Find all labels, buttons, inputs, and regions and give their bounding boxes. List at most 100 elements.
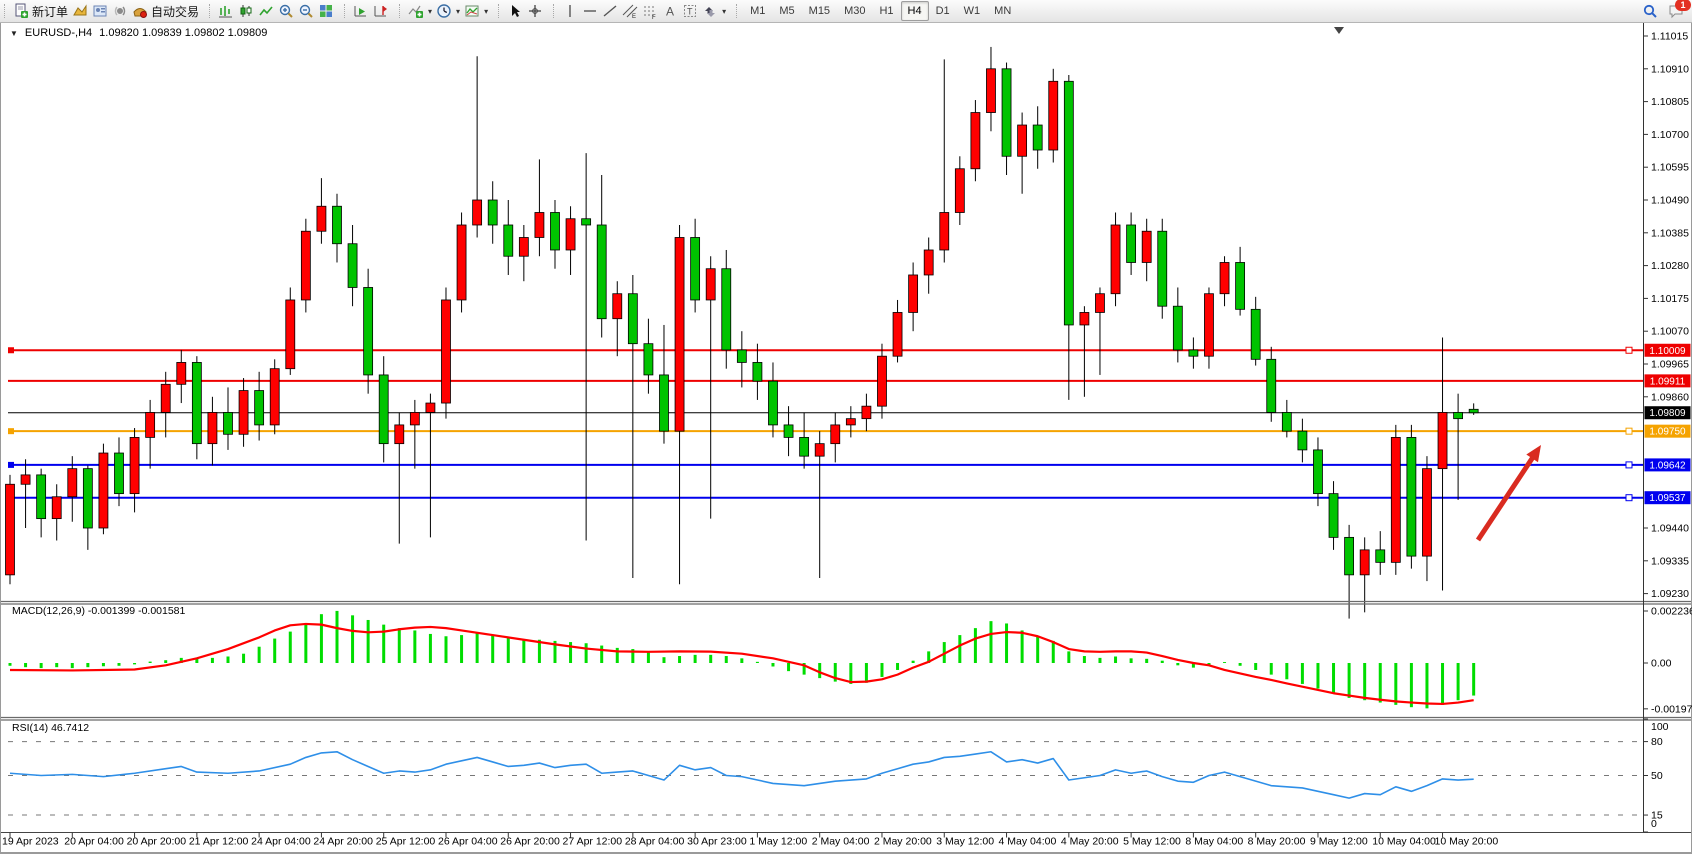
price-axis-tick: 1.09965 xyxy=(1651,358,1689,370)
rsi-axis-tick: 0 xyxy=(1651,818,1657,830)
time-axis-label: 9 May 12:00 xyxy=(1310,836,1368,848)
notifications-button[interactable]: 1 xyxy=(1668,0,1691,19)
price-axis-tick: 1.10385 xyxy=(1651,227,1689,239)
candle xyxy=(939,212,950,251)
svg-text:A: A xyxy=(666,5,674,19)
candle xyxy=(456,224,467,301)
rsi-axis-tick: 50 xyxy=(1651,770,1663,782)
candle xyxy=(736,349,747,363)
candle xyxy=(487,199,498,226)
candle xyxy=(1328,493,1339,538)
candle xyxy=(114,452,124,495)
candle xyxy=(1250,308,1261,360)
rsi-label: RSI(14) 46.7412 xyxy=(12,722,89,734)
hline-drag-handle[interactable] xyxy=(1625,461,1633,469)
timeframe-m15-button[interactable]: M15 xyxy=(808,5,831,17)
line-chart-button[interactable] xyxy=(256,1,276,21)
dropdown-caret-icon[interactable]: ▾ xyxy=(722,6,727,16)
cursor-button[interactable] xyxy=(505,1,525,21)
tile-windows-button[interactable] xyxy=(316,1,336,21)
candle xyxy=(332,205,342,245)
search-icon[interactable] xyxy=(1642,3,1658,19)
candle xyxy=(1063,80,1074,326)
bar-chart-button[interactable] xyxy=(216,1,236,21)
annotation-arrow[interactable] xyxy=(1475,453,1537,542)
timeframe-d1-button[interactable]: D1 xyxy=(935,5,950,17)
text-label-button[interactable]: T xyxy=(680,1,700,21)
timeframe-h4-button[interactable]: H4 xyxy=(900,1,929,21)
market-watch-button[interactable] xyxy=(70,1,90,21)
chart-canvas[interactable]: 1.11015 1.10910 1.10805 1.10700 1.10595 1.104… xyxy=(0,22,1692,853)
data-window-button[interactable] xyxy=(90,1,110,21)
hline-left-handle[interactable] xyxy=(8,347,14,354)
fibonacci-button[interactable]: F xyxy=(640,1,660,21)
toolbar-group-timeframes: M1 M5 M15 M30 H1 H4 D1 W1 MN xyxy=(732,0,1022,22)
hline-left-handle[interactable] xyxy=(8,461,14,468)
timeframe-w1-button[interactable]: W1 xyxy=(963,5,981,17)
crosshair-button[interactable] xyxy=(525,1,545,21)
timeframe-m30-button[interactable]: M30 xyxy=(844,5,866,17)
candle xyxy=(659,374,669,432)
vertical-line-button[interactable] xyxy=(560,1,580,21)
candle xyxy=(1157,230,1168,307)
chevron-down-icon[interactable]: ▼ xyxy=(10,28,18,38)
time-axis-label: 30 Apr 23:00 xyxy=(687,836,747,848)
hline-drag-handle[interactable] xyxy=(1625,494,1633,502)
zoom-out-button[interactable] xyxy=(296,1,316,21)
svg-text:E: E xyxy=(632,14,636,19)
periods-button[interactable]: ▾ xyxy=(434,1,462,21)
toolbar-group-insert: ▾ ▾ ▾ xyxy=(395,0,494,22)
candle xyxy=(363,287,374,376)
chart-ohlc-values: 1.09820 1.09839 1.09802 1.09809 xyxy=(99,27,268,39)
zoom-in-button[interactable] xyxy=(276,1,296,21)
text-button[interactable]: A xyxy=(660,1,680,21)
macd-label: MACD(12,26,9) -0.001399 -0.001581 xyxy=(12,605,186,617)
candle xyxy=(82,468,93,529)
candle xyxy=(612,293,623,320)
price-axis-tick: 1.09335 xyxy=(1651,555,1689,567)
candle xyxy=(51,496,62,520)
hline-drag-handle[interactable] xyxy=(1625,427,1633,435)
candle xyxy=(814,443,825,457)
horizontal-line-button[interactable] xyxy=(580,1,600,21)
dropdown-caret-icon[interactable]: ▾ xyxy=(456,6,461,16)
macd-axis-tick: 0.00 xyxy=(1651,658,1672,670)
candlestick-button[interactable] xyxy=(236,1,256,21)
indicators-button[interactable]: ▾ xyxy=(406,1,434,21)
equidistant-channel-button[interactable]: E xyxy=(620,1,640,21)
candle xyxy=(1172,305,1183,351)
svg-text:F: F xyxy=(652,15,656,19)
autotrade-button[interactable]: 自动交易 xyxy=(130,1,201,21)
profile-icon xyxy=(92,3,108,19)
rsi-axis-tick: 15 xyxy=(1651,810,1663,822)
chart-shift-button[interactable] xyxy=(371,1,391,21)
timeframe-mn-button[interactable]: MN xyxy=(994,5,1012,17)
candle xyxy=(1406,437,1417,557)
new-order-button[interactable]: 新订单 xyxy=(11,1,70,21)
candle xyxy=(923,249,934,276)
chart-window: 1.11015 1.10910 1.10805 1.10700 1.10595 1.104… xyxy=(0,22,1692,854)
hline-left-handle[interactable] xyxy=(8,428,14,435)
chart-shift-marker-icon[interactable] xyxy=(1334,27,1344,34)
time-axis-label: 20 Apr 20:00 xyxy=(127,836,187,848)
dropdown-caret-icon[interactable]: ▾ xyxy=(428,6,433,16)
time-axis-label: 27 Apr 12:00 xyxy=(563,836,623,848)
candle xyxy=(1126,224,1137,263)
templates-button[interactable]: ▾ xyxy=(462,1,490,21)
signals-button[interactable] xyxy=(110,1,130,21)
trendline-button[interactable] xyxy=(600,1,620,21)
time-axis-label: 5 May 12:00 xyxy=(1123,836,1181,848)
dropdown-caret-icon[interactable]: ▾ xyxy=(484,6,489,16)
candle xyxy=(581,218,592,226)
auto-scroll-button[interactable] xyxy=(351,1,371,21)
candle xyxy=(269,368,280,426)
timeframe-m5-button[interactable]: M5 xyxy=(779,5,795,17)
price-tag: 1.09809 xyxy=(1649,408,1686,419)
gold-chart-icon xyxy=(72,3,88,19)
arrows-button[interactable]: ▾ xyxy=(700,1,728,21)
tile-icon xyxy=(318,3,334,19)
timeframe-m1-button[interactable]: M1 xyxy=(750,5,766,17)
timeframe-h1-button[interactable]: H1 xyxy=(879,5,894,17)
textA-icon: A xyxy=(662,3,678,19)
hline-drag-handle[interactable] xyxy=(1625,346,1633,354)
